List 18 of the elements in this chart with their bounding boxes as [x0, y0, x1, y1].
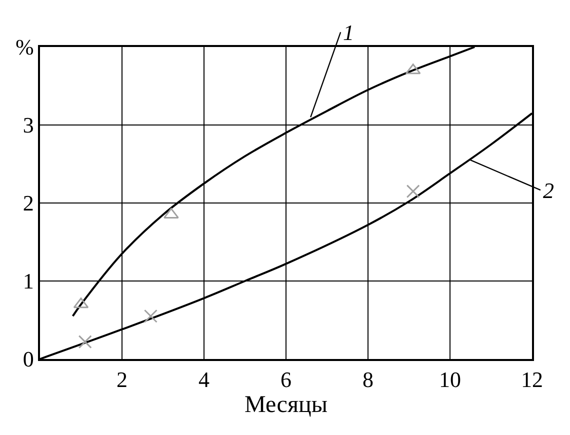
point: [406, 184, 420, 198]
y-tick-label: 0: [22, 346, 34, 372]
annotation: 2: [543, 178, 554, 203]
x-tick-label: 2: [116, 367, 128, 392]
x-tick-label: 6: [280, 367, 292, 392]
point: [78, 335, 92, 349]
x-tick-label: 10: [439, 367, 461, 392]
x-axis-title: Месяцы: [244, 392, 328, 418]
y-tick-label: 1: [22, 268, 34, 294]
point: [164, 208, 179, 218]
point: [144, 309, 158, 323]
x-tick-label: 12: [521, 367, 543, 392]
x-tick-label: 4: [198, 367, 210, 392]
y-tick-label: %: [16, 34, 34, 60]
x-tick-label: 8: [362, 367, 374, 392]
annotation: 1: [343, 20, 354, 45]
y-tick-label: 2: [22, 190, 34, 216]
y-tick-label: 3: [22, 112, 34, 138]
